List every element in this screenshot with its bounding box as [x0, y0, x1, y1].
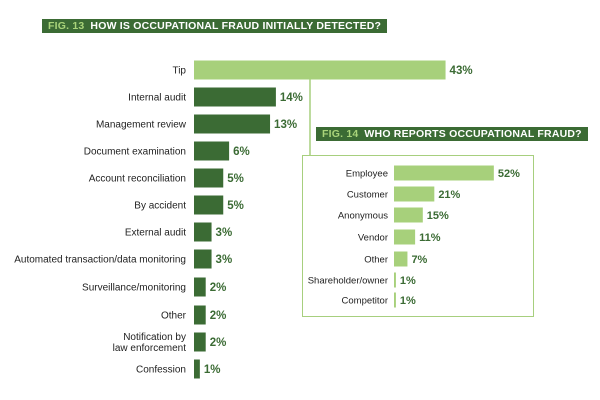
- fig14-value-label-3: 11%: [419, 232, 441, 244]
- fig14-category-label-3: Vendor: [358, 233, 388, 244]
- fig13-category-label-3: Document examination: [84, 147, 186, 158]
- fig13-value-label-0: 43%: [450, 65, 473, 77]
- fig13-category-label-9: Other: [161, 311, 187, 322]
- fig14-inset-box: [302, 155, 534, 317]
- fig13-title: FIG. 13 HOW IS OCCUPATIONAL FRAUD INITIA…: [42, 19, 388, 33]
- fig14-value-label-1: 21%: [438, 189, 460, 201]
- fig13-value-label-4: 5%: [227, 173, 244, 185]
- fig13-bar-7: [194, 249, 212, 269]
- fig14-title-text: WHO REPORTS OCCUPATIONAL FRAUD?: [364, 128, 582, 140]
- fig13-category-label-8: Surveillance/monitoring: [82, 283, 186, 294]
- fig13-number: FIG. 13: [48, 20, 85, 32]
- fig14-value-label-2: 15%: [427, 210, 449, 222]
- fig14-number: FIG. 14: [322, 128, 359, 140]
- fig13-value-label-10: 2%: [210, 337, 227, 349]
- fig14-bar-3: [394, 229, 416, 245]
- fig13-bar-6: [194, 222, 212, 242]
- fig13-value-label-9: 2%: [210, 310, 227, 322]
- fig14-category-label-1: Customer: [347, 190, 388, 201]
- fig13-value-label-6: 3%: [216, 227, 233, 239]
- fig14-category-label-4: Other: [364, 255, 388, 266]
- fig13-bar-3: [194, 141, 230, 161]
- fig13-bar-8: [194, 277, 206, 297]
- fig13-category-label-4: Account reconciliation: [89, 174, 186, 185]
- fig14-category-label-6: Competitor: [342, 296, 388, 307]
- fig14-title: FIG. 14 WHO REPORTS OCCUPATIONAL FRAUD?: [316, 127, 588, 141]
- fig13-category-label-10: Notification by law enforcement: [113, 332, 187, 354]
- fig13-bar-0: [194, 60, 446, 80]
- fig14-value-label-5: 1%: [400, 275, 416, 287]
- fig13-category-label-0: Tip: [172, 66, 186, 77]
- fig13-category-label-6: External audit: [125, 228, 186, 239]
- fig14-value-label-4: 7%: [411, 254, 427, 266]
- fig14-category-label-5: Shareholder/owner: [308, 276, 388, 287]
- fig14-bar-0: [394, 165, 494, 181]
- fig13-value-label-5: 5%: [227, 200, 244, 212]
- fig13-bar-4: [194, 168, 224, 188]
- fig14-bar-2: [394, 207, 423, 223]
- fig13-category-label-2: Management review: [96, 120, 187, 131]
- fig14-value-label-6: 1%: [400, 295, 416, 307]
- fig14-bar-5: [394, 272, 396, 288]
- fig13-bar-9: [194, 305, 206, 325]
- fig13-bar-2: [194, 114, 271, 134]
- fig13-value-label-8: 2%: [210, 282, 227, 294]
- fig13-category-label-7: Automated transaction/data monitoring: [14, 255, 186, 266]
- fig14-bar-4: [394, 251, 408, 267]
- fig14-category-label-0: Employee: [346, 169, 388, 180]
- fig13-category-label-5: By accident: [134, 201, 186, 212]
- fig13-value-label-1: 14%: [280, 92, 303, 104]
- fig14-value-label-0: 52%: [498, 168, 520, 180]
- fig13-bar-1: [194, 87, 276, 107]
- fig13-value-label-7: 3%: [216, 254, 233, 266]
- fig14-bar-6: [394, 292, 396, 308]
- fig13-bar-10: [194, 332, 206, 352]
- fig13-category-label-1: Internal audit: [128, 93, 186, 104]
- fig14-bar-1: [394, 186, 435, 202]
- fig13-value-label-11: 1%: [204, 364, 221, 376]
- fig13-value-label-3: 6%: [233, 146, 250, 158]
- fig13-category-label-11: Confession: [136, 365, 186, 376]
- fig13-bar-11: [194, 359, 200, 379]
- fig13-value-label-2: 13%: [274, 119, 297, 131]
- fig13-bar-5: [194, 195, 224, 215]
- fig13-title-text: HOW IS OCCUPATIONAL FRAUD INITIALLY DETE…: [90, 20, 382, 32]
- fig14-category-label-2: Anonymous: [338, 211, 388, 222]
